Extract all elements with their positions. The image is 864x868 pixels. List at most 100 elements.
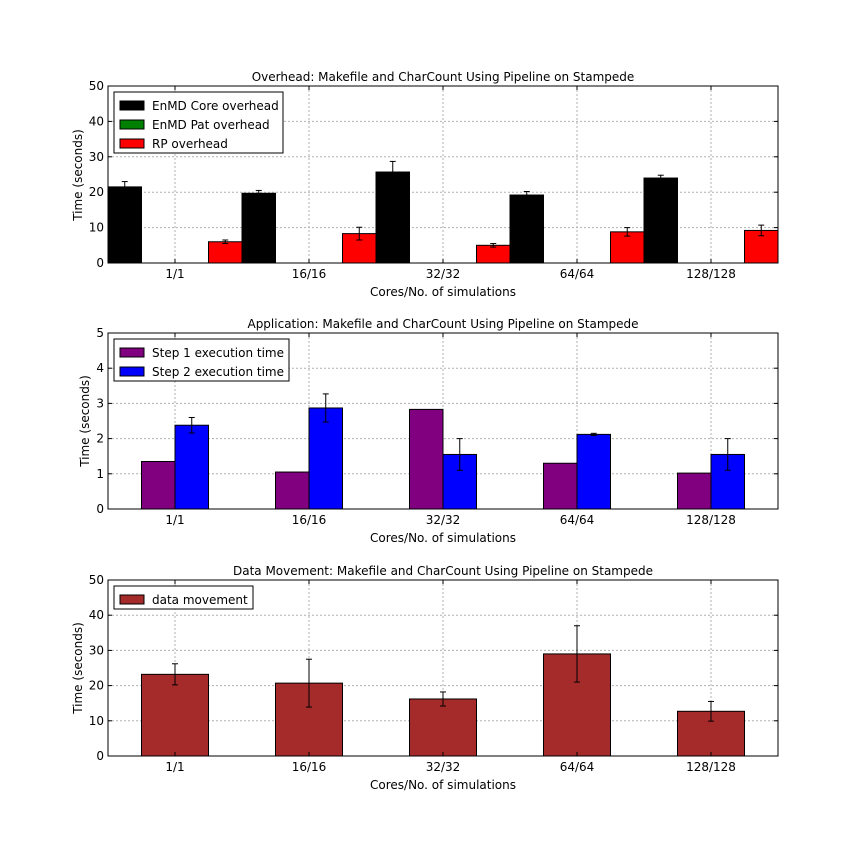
data-movement-legend-box — [113, 585, 254, 610]
overhead-chart-plot-area: 0 10 20 30 40 50 1/1 16/16 32/32 64/64 128/128 EnMD… — [89, 79, 779, 281]
data-movement-errorbar-s0-c1 — [306, 658, 312, 708]
application-ytick-label-2: 2 — [96, 432, 104, 446]
data-movement-bar-s0-c0 — [141, 673, 209, 757]
application-errorbar-s1-c1 — [322, 393, 329, 423]
application-legend-label-1: Step 2 execution time — [152, 365, 284, 379]
application-legend: Step 1 execution time Step 2 execution ti… — [113, 338, 290, 382]
overhead-legend-swatch-1 — [119, 119, 145, 130]
overhead-chart-xlabel: Cores/No. of simulations — [370, 285, 516, 299]
data-movement-legend-label-0: data movement — [152, 593, 248, 607]
application-chart-title: Application: Makefile and CharCount Usin… — [247, 317, 638, 331]
overhead-bar-s2-c0 — [208, 241, 243, 264]
data-movement-xtick-label-2: 32/32 — [426, 760, 461, 774]
overhead-chart: Overhead: Makefile and CharCount Using P… — [71, 70, 779, 299]
data-movement-ytick-label-3: 30 — [89, 643, 104, 657]
overhead-bar-s0-c1 — [241, 192, 276, 264]
overhead-xtick-label-2: 32/32 — [426, 267, 461, 281]
overhead-bar-s2-c4 — [744, 229, 779, 264]
application-legend-swatch-0 — [119, 347, 145, 358]
overhead-bar-s0-c2 — [375, 171, 410, 264]
data-movement-errorbar-s0-c3 — [574, 625, 580, 683]
overhead-ytick-label-3: 30 — [89, 150, 104, 164]
data-movement-xtick-label-0: 1/1 — [165, 760, 184, 774]
application-errorbar-s1-c3 — [590, 432, 597, 436]
overhead-legend-swatch-0 — [119, 100, 145, 111]
overhead-legend-swatch-2 — [119, 138, 145, 149]
overhead-errorbar-s0-c0 — [121, 181, 128, 193]
data-movement-ytick-label-5: 50 — [89, 573, 104, 587]
application-bar-s0-c2 — [409, 408, 444, 510]
data-movement-legend: data movement — [113, 585, 254, 610]
overhead-ytick-label-2: 20 — [89, 185, 104, 199]
overhead-errorbar-s2-c0 — [222, 239, 229, 245]
overhead-bar-s0-c4 — [643, 177, 678, 264]
overhead-legend-label-2: RP overhead — [152, 137, 228, 151]
overhead-errorbar-s0-c2 — [389, 160, 396, 184]
overhead-errorbar-s2-c3 — [624, 227, 631, 237]
application-ytick-label-0: 0 — [96, 502, 104, 516]
data-movement-legend-swatch-0 — [119, 594, 145, 605]
application-xtick-label-0: 1/1 — [165, 513, 184, 527]
data-movement-errorbar-s0-c4 — [708, 700, 714, 722]
application-bar-s0-c1 — [275, 471, 310, 510]
application-bar-s0-c0 — [141, 460, 176, 510]
application-ytick-label-3: 3 — [96, 396, 104, 410]
overhead-errorbar-s0-c4 — [657, 174, 664, 182]
application-bar-s0-c4 — [677, 472, 712, 510]
application-ytick-label-4: 4 — [96, 361, 104, 375]
overhead-errorbar-s2-c4 — [758, 224, 765, 237]
application-bar-s1-c3 — [576, 433, 611, 510]
data-movement-bar-s0-c2 — [409, 698, 477, 757]
application-bar-s0-c3 — [543, 462, 578, 510]
overhead-ytick-label-1: 10 — [89, 221, 104, 235]
data-movement-chart: Data Movement: Makefile and CharCount Us… — [71, 564, 779, 792]
data-movement-errorbar-s0-c2 — [440, 691, 446, 707]
data-movement-xtick-label-1: 16/16 — [292, 760, 327, 774]
overhead-ytick-label-0: 0 — [96, 256, 104, 270]
application-legend-label-0: Step 1 execution time — [152, 346, 284, 360]
data-movement-xtick-label-3: 64/64 — [560, 760, 595, 774]
overhead-xtick-label-0: 1/1 — [165, 267, 184, 281]
overhead-bar-s0-c0 — [107, 186, 142, 264]
overhead-errorbar-s2-c1 — [356, 226, 363, 241]
overhead-xtick-label-4: 128/128 — [686, 267, 736, 281]
application-ytick-label-1: 1 — [96, 467, 104, 481]
overhead-errorbar-s0-c3 — [523, 190, 530, 200]
overhead-ytick-label-4: 40 — [89, 114, 104, 128]
data-movement-errorbar-s0-c0 — [172, 663, 178, 686]
data-movement-chart-title: Data Movement: Makefile and CharCount Us… — [233, 564, 653, 578]
data-movement-xtick-label-4: 128/128 — [686, 760, 736, 774]
data-movement-ytick-label-2: 20 — [89, 679, 104, 693]
data-movement-ytick-label-1: 10 — [89, 714, 104, 728]
application-legend-swatch-1 — [119, 366, 145, 377]
overhead-xtick-label-3: 64/64 — [560, 267, 595, 281]
data-movement-chart-ylabel: Time (seconds) — [71, 622, 85, 715]
overhead-legend-label-0: EnMD Core overhead — [152, 99, 279, 113]
overhead-errorbar-s0-c1 — [255, 189, 262, 197]
data-movement-ytick-label-4: 40 — [89, 608, 104, 622]
overhead-bar-s2-c2 — [476, 244, 511, 264]
application-errorbar-s1-c0 — [188, 416, 195, 434]
overhead-ytick-label-5: 50 — [89, 79, 104, 93]
overhead-bar-s0-c3 — [509, 194, 544, 264]
overhead-chart-title: Overhead: Makefile and CharCount Using P… — [252, 70, 635, 84]
overhead-chart-ylabel: Time (seconds) — [71, 129, 85, 222]
application-xtick-label-2: 32/32 — [426, 513, 461, 527]
data-movement-chart-xlabel: Cores/No. of simulations — [370, 778, 516, 792]
application-chart: Application: Makefile and CharCount Usin… — [78, 317, 779, 545]
overhead-xtick-label-1: 16/16 — [292, 267, 327, 281]
application-chart-plot-area: 0 1 2 3 4 5 1/1 16/16 32/32 64/64 128/128 Step 1 ex… — [96, 326, 779, 527]
application-chart-xlabel: Cores/No. of simulations — [370, 531, 516, 545]
application-bar-s1-c1 — [308, 407, 343, 510]
overhead-legend-label-1: EnMD Pat overhead — [152, 118, 270, 132]
application-xtick-label-3: 64/64 — [560, 513, 595, 527]
application-ytick-label-5: 5 — [96, 326, 104, 340]
application-xtick-label-1: 16/16 — [292, 513, 327, 527]
overhead-legend: EnMD Core overhead EnMD Pat overhead RP ov… — [113, 91, 284, 154]
data-movement-ytick-label-0: 0 — [96, 749, 104, 763]
application-bar-s1-c0 — [174, 424, 209, 510]
application-xtick-label-4: 128/128 — [686, 513, 736, 527]
application-errorbar-s1-c2 — [456, 438, 463, 471]
data-movement-chart-plot-area: 0 10 20 30 40 50 1/1 16/16 32/32 64/64 128/128 data… — [89, 573, 779, 774]
